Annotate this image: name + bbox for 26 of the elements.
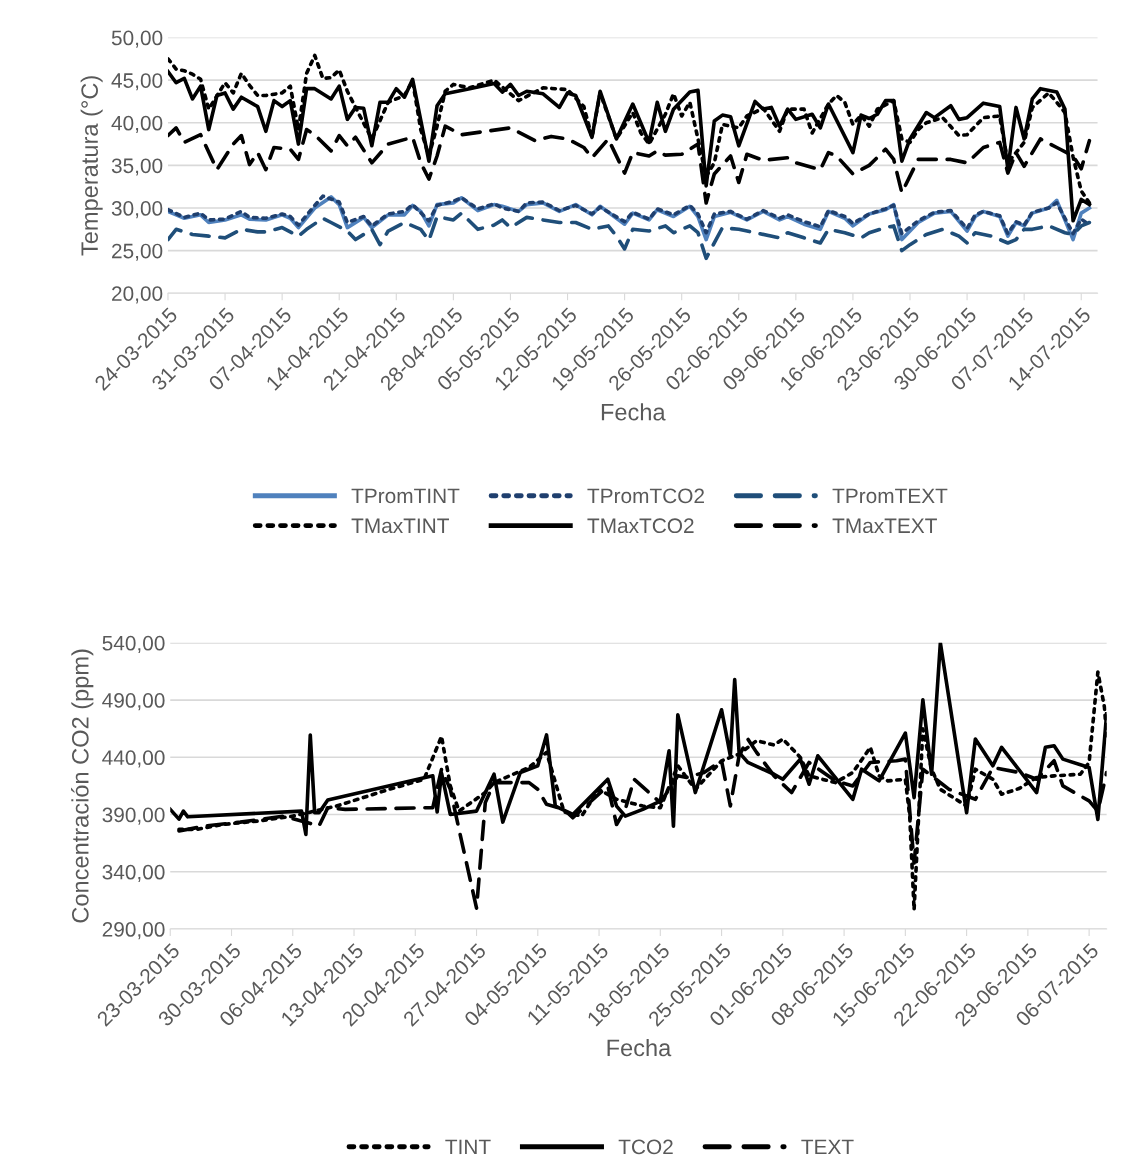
legend-label: TCO2 — [618, 1139, 673, 1155]
legend-label: TPromTCO2 — [587, 488, 704, 504]
y-tick-label: 40,00 — [111, 115, 163, 133]
legend-label: TEXT — [801, 1139, 854, 1155]
y-tick-label: 390,00 — [102, 807, 165, 825]
legend-label: TMaxTCO2 — [587, 518, 694, 534]
y-tick-label: 290,00 — [102, 922, 165, 940]
x-axis-title: Fecha — [601, 403, 666, 421]
y-tick-label: 440,00 — [102, 750, 165, 768]
x-axis-title: Fecha — [607, 1038, 672, 1057]
y-tick-label: 340,00 — [102, 864, 165, 882]
y-tick-label: 20,00 — [112, 286, 163, 304]
y-tick-label: 30,00 — [111, 201, 163, 219]
legend-label: TMaxTINT — [351, 518, 449, 534]
legend-label: TINT — [445, 1139, 491, 1155]
y-tick-label: 35,00 — [111, 158, 163, 176]
y-axis-title: Temperatura (°C) — [80, 76, 103, 256]
legend-label: TMaxTEXT — [832, 518, 937, 534]
y-tick-label: 25,00 — [112, 243, 163, 261]
y-tick-label: 50,00 — [111, 30, 163, 48]
y-tick-label: 45,00 — [111, 73, 163, 91]
y-tick-label: 490,00 — [102, 693, 165, 711]
y-tick-label: 540,00 — [102, 635, 165, 654]
y-axis-title: Concentración CO2 (ppm) — [71, 649, 94, 923]
legend-label: TPromTINT — [351, 488, 460, 504]
legend-label: TPromTEXT — [832, 488, 948, 504]
